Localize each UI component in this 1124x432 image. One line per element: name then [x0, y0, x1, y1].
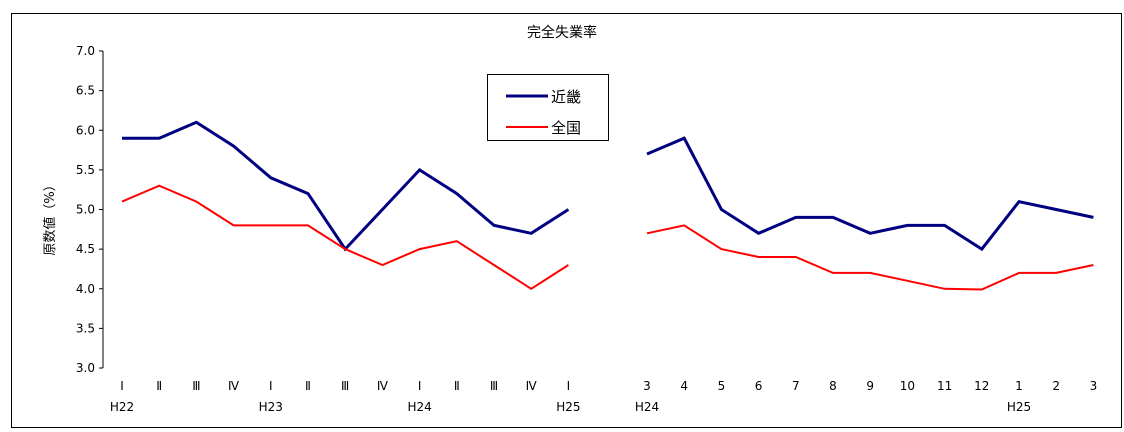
x-tick-label: 8	[829, 379, 837, 393]
y-tick-label: 5.0	[76, 203, 95, 217]
x-era-label: H23	[259, 400, 283, 414]
series-line-national-quarterly	[121, 184, 569, 290]
series-line-national-monthly	[646, 224, 1094, 291]
x-era-label: H22	[110, 400, 134, 414]
x-tick-label: 1	[1015, 379, 1023, 393]
x-tick-label: Ⅱ	[156, 379, 162, 393]
x-tick-label: 9	[866, 379, 874, 393]
x-tick-label: 12	[974, 379, 989, 393]
y-tick-label: 3.5	[76, 321, 95, 335]
x-tick-label: Ⅱ	[305, 379, 311, 393]
x-tick-label: 11	[937, 379, 952, 393]
x-tick-label: Ⅳ	[526, 379, 537, 393]
x-tick-label: Ⅰ	[418, 379, 422, 393]
x-tick-label: Ⅳ	[377, 379, 388, 393]
series-line-kinki-monthly	[646, 136, 1094, 252]
x-era-label: H24	[635, 400, 659, 414]
legend-label-kinki: 近畿	[551, 88, 581, 106]
chart-title: 完全失業率	[527, 24, 597, 41]
y-tick-label: 6.0	[76, 123, 95, 137]
x-tick-label: Ⅱ	[454, 379, 460, 393]
y-axis-label: 原数値（%）	[42, 178, 58, 255]
legend-box	[487, 74, 609, 141]
y-tick-label: 5.5	[76, 163, 95, 177]
x-tick-label: 10	[900, 379, 915, 393]
x-tick-label: Ⅰ	[567, 379, 571, 393]
x-era-label: H24	[407, 400, 431, 414]
x-tick-label: 6	[755, 379, 763, 393]
x-tick-label: Ⅰ	[120, 379, 124, 393]
x-tick-label: 2	[1052, 379, 1060, 393]
x-tick-label: Ⅲ	[192, 379, 200, 393]
series-layer	[121, 120, 1094, 291]
y-tick-label: 7.0	[76, 44, 95, 58]
x-tick-label: Ⅲ	[341, 379, 349, 393]
x-era-label: H25	[556, 400, 580, 414]
x-era-label: H25	[1007, 400, 1031, 414]
x-tick-label: 7	[792, 379, 800, 393]
x-tick-label: 5	[718, 379, 726, 393]
x-tick-label: 3	[1090, 379, 1098, 393]
x-tick-label: 3	[643, 379, 651, 393]
y-tick-label: 4.0	[76, 282, 95, 296]
x-tick-label: Ⅳ	[228, 379, 239, 393]
x-tick-label: Ⅲ	[490, 379, 498, 393]
y-tick-label: 6.5	[76, 84, 95, 98]
y-tick-label: 3.0	[76, 361, 95, 375]
legend-label-national: 全国	[551, 119, 581, 137]
y-tick-label: 4.5	[76, 242, 95, 256]
axes: 3.0 3.5 4.0 4.5 5.0 5.5 6.0 6.5 7.0 Ⅰ Ⅱ Ⅲ Ⅳ Ⅰ Ⅱ Ⅲ Ⅳ Ⅰ Ⅱ Ⅲ Ⅳ Ⅰ…	[76, 44, 1097, 414]
x-tick-label: Ⅰ	[269, 379, 273, 393]
x-tick-label: 4	[680, 379, 688, 393]
